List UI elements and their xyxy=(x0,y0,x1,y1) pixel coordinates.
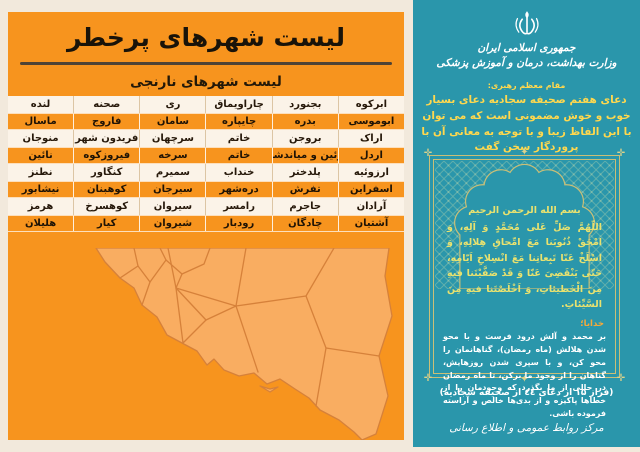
city-cell: ابرکوه xyxy=(337,96,404,113)
city-cell: سرچهان xyxy=(139,130,205,147)
city-cell: اسفراین xyxy=(337,182,404,197)
city-cell: رامسر xyxy=(205,198,271,215)
city-cell: بدره xyxy=(271,114,338,129)
city-cell: آرادان xyxy=(337,198,404,215)
bismillah-text: بسم الله الرحمن الرحیم xyxy=(468,205,581,216)
table-row: آرادان جاجرم رامسر سیروان کوهسرخ هرمز xyxy=(8,198,404,215)
mid-ornament-icon: ✦ xyxy=(520,374,529,385)
city-cell: بجنورد xyxy=(271,96,338,113)
city-cell: کوهسرخ xyxy=(73,198,139,215)
corner-ornament-icon: ✛ xyxy=(616,148,626,159)
table-row: اردلبوئین و میاندشتخاتمسرخهفیروزکوه نائین xyxy=(8,147,404,164)
city-cell: نائین xyxy=(28,150,53,161)
city-cell: چادگان xyxy=(271,216,338,231)
table-row: آشتیان چادگان رودبار شیروان کیار هلیلان xyxy=(8,215,404,232)
city-cell: آشتیان xyxy=(337,216,404,231)
city-cell: بوئین و میاندشت xyxy=(271,148,338,163)
arabic-prayer-text: اللّهُمَّ صَلِّ عَلی مُحَمَّدٍ وَ آلِهِ،… xyxy=(447,222,602,310)
city-cell: هلیلان xyxy=(24,218,57,229)
table-row: اراک بروجن خاتم سرچهان فریدون شهر منوجان xyxy=(8,130,404,147)
city-cell: سیرجان xyxy=(139,182,205,197)
city-cell: شیروان xyxy=(139,216,205,231)
city-cell: کنگاور xyxy=(73,164,139,181)
city-cell: کوهبنان xyxy=(73,182,139,197)
city-cell: فاروج xyxy=(73,114,139,129)
city-cell: فیروزکوه xyxy=(73,148,139,163)
city-cell: نطنز xyxy=(28,167,53,178)
city-cell: ماسال xyxy=(24,116,57,127)
table-row: ابرکوه بجنورد چاراویماق ری صحنه لنده xyxy=(8,96,404,113)
city-cell: اردل xyxy=(337,148,404,163)
iran-emblem-icon xyxy=(514,11,539,35)
city-cell: اراک xyxy=(337,130,404,147)
city-cell: صحنه xyxy=(73,96,139,113)
orange-cities-table: ابرکوه بجنورد چاراویماق ری صحنه لنده ابوموسی بد… xyxy=(8,96,404,232)
corner-ornament-icon: ✛ xyxy=(423,373,433,384)
city-cell: دره‌شهر xyxy=(205,182,271,197)
translation-label: خدایا؛ xyxy=(580,319,604,330)
table-row: اسفراین تفرش دره‌شهر سیرجان کوهبنان نیشابور xyxy=(8,181,404,198)
city-cell: فریدون شهر xyxy=(73,130,139,147)
city-cell: تفرش xyxy=(271,182,338,197)
city-cell: خاتم xyxy=(205,130,271,147)
prayer-frame: ✛ ✛ ✛ ✛ ✦ ✦ بسم الله الرحمن الرحیم اللّه… xyxy=(424,148,625,419)
persian-translation-text: بر محمد و آلش درود فرست و با محو شدن هلا… xyxy=(443,332,606,419)
iran-map-svg xyxy=(95,247,393,440)
quote-attribution: مقام معظم رهبری: xyxy=(487,81,566,90)
ministry-panel: جمهوری اسلامی ایران وزارت بهداشت، درمان … xyxy=(413,0,640,447)
title-divider xyxy=(20,62,392,65)
city-cell: خنداب xyxy=(205,164,271,181)
prayer-citation: (فراز ۱۵ از دعای ٤٤ از صحیفه سجادیه) xyxy=(439,388,614,398)
table-subtitle: لیست شهرهای نارنجی xyxy=(130,74,282,90)
gov-name: جمهوری اسلامی ایران xyxy=(477,42,576,54)
city-cell: سامان xyxy=(139,114,205,129)
city-cell: سمیرم xyxy=(139,164,205,181)
mid-ornament-icon: ✦ xyxy=(520,147,529,158)
city-cell: جاجرم xyxy=(271,198,338,215)
city-cell: چایپاره xyxy=(205,114,271,129)
city-cell: نیشابور xyxy=(21,184,60,195)
publisher-footer: مرکز روابط عمومی و اطلاع رسانی xyxy=(449,422,604,434)
city-cell: پلدختر xyxy=(271,164,338,181)
city-cell: منوجان xyxy=(22,133,59,144)
table-row: ابوموسی بدره چایپاره سامان فاروج ماسال xyxy=(8,113,404,130)
city-cell: ارزوئیه xyxy=(337,164,404,181)
table-row: ارزوئیه پلدختر خنداب سمیرم کنگاور نطنز xyxy=(8,164,404,181)
orange-cities-panel: لیست شهرهای پرخطر لیست شهرهای نارنجی ابر… xyxy=(8,12,404,440)
leader-quote: دعای هفتم صحیفه سجادیه دعای بسیار خوب و … xyxy=(421,94,632,154)
city-cell: سیروان xyxy=(139,198,205,215)
city-cell: هرمز xyxy=(27,201,54,212)
mihrab-arch-icon xyxy=(435,161,614,289)
city-cell: سرخه xyxy=(139,148,205,163)
city-cell: ری xyxy=(139,96,205,113)
iran-map xyxy=(8,247,404,440)
panel-title: لیست شهرهای پرخطر xyxy=(66,23,346,52)
city-cell: لنده xyxy=(30,99,51,110)
city-cell: چاراویماق xyxy=(205,96,271,113)
city-cell: رودبار xyxy=(205,216,271,231)
corner-ornament-icon: ✛ xyxy=(423,148,433,159)
city-cell: ابوموسی xyxy=(337,114,404,129)
city-cell: بروجن xyxy=(271,130,338,147)
ministry-name: وزارت بهداشت، درمان و آموزش پزشکی xyxy=(436,57,617,69)
corner-ornament-icon: ✛ xyxy=(616,373,626,384)
city-cell: خاتم xyxy=(205,148,271,163)
city-cell: کیار xyxy=(73,216,139,231)
